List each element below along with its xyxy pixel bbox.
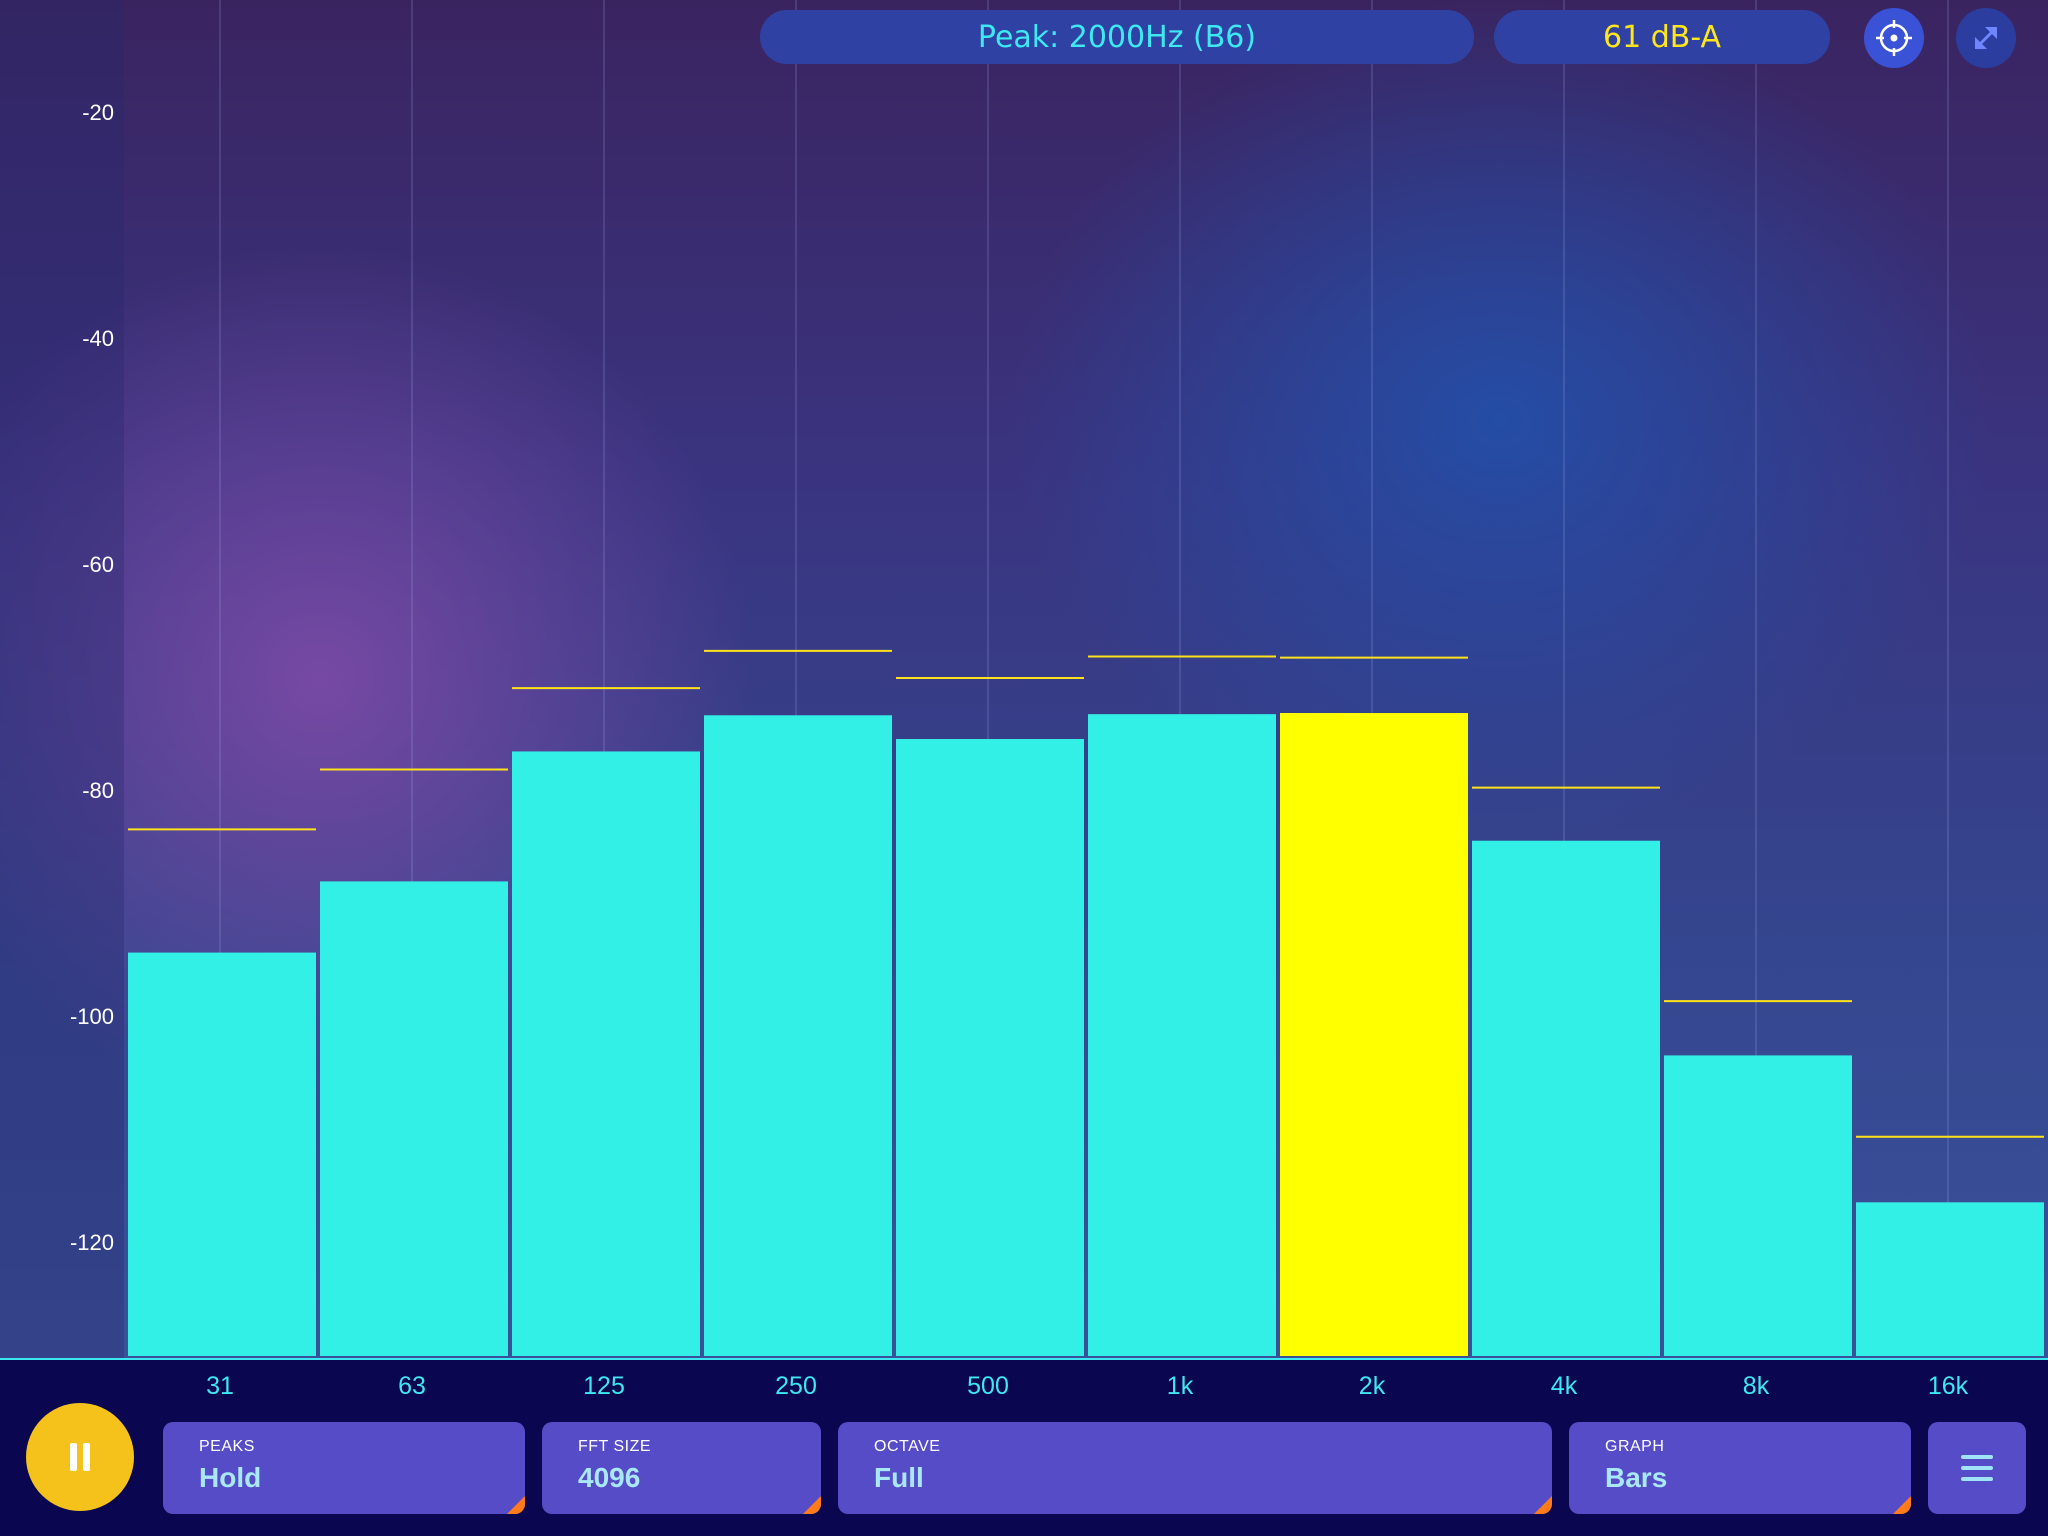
target-button[interactable] [1864,8,1924,68]
bar-4k [1472,840,1660,1356]
collapse-arrows-icon [1975,27,1997,49]
fft-size-selector[interactable]: FFT SIZE 4096 [542,1422,821,1514]
x-tick-label: 16k [1927,1372,1969,1400]
x-tick-label: 31 [206,1372,234,1400]
x-tick-label: 2k [1358,1372,1386,1400]
crosshair-icon [1876,20,1912,56]
sound-level-display[interactable]: 61 dB-A [1494,10,1830,64]
y-tick-label: -40 [82,326,114,351]
graph-value: Bars [1605,1462,1668,1493]
x-tick-label: 125 [583,1372,625,1400]
bar-1k [1088,714,1276,1356]
x-tick-label: 1k [1166,1372,1194,1400]
bar-2k [1280,713,1468,1356]
peaks-value: Hold [199,1462,262,1493]
y-tick-label: -120 [69,1230,114,1255]
peaks-caption: PEAKS [199,1438,255,1455]
dropdown-corner-icon [1534,1496,1552,1514]
bar-16k [1856,1202,2044,1356]
spectrum-bar-chart [0,0,2044,1358]
y-tick-label: -20 [82,100,114,125]
y-tick-label: -80 [82,778,114,803]
dropdown-corner-icon [1893,1496,1911,1514]
y-tick-label: -100 [69,1004,114,1029]
graph-selector[interactable]: GRAPH Bars [1569,1422,1911,1514]
octave-value: Full [874,1462,924,1493]
y-tick-label: -60 [82,552,114,577]
fft-size-caption: FFT SIZE [578,1438,652,1455]
octave-selector[interactable]: OCTAVE Full [838,1422,1552,1514]
graph-caption: GRAPH [1605,1438,1665,1455]
dropdown-corner-icon [803,1496,821,1514]
spectrum-plot: -20 -40 -60 -80 -100 -120 [0,0,2048,1358]
y-axis-strip [0,0,124,1358]
fft-size-value: 4096 [578,1462,641,1493]
x-tick-label: 4k [1550,1372,1578,1400]
x-tick-label: 250 [775,1372,817,1400]
menu-button[interactable] [1928,1422,2026,1514]
pause-button[interactable] [26,1403,134,1511]
bar-8k [1664,1055,1852,1356]
peak-frequency-display[interactable]: Peak: 2000Hz (B6) [760,10,1474,64]
x-tick-label: 63 [398,1372,426,1400]
hamburger-menu-icon [1961,1455,1993,1481]
bar-500 [896,739,1084,1356]
bar-125 [512,751,700,1356]
peaks-selector[interactable]: PEAKS Hold [163,1422,525,1514]
dropdown-corner-icon [507,1496,525,1514]
pause-icon [70,1443,90,1471]
bar-250 [704,715,892,1356]
expand-button[interactable] [1956,8,2016,68]
bar-31 [128,952,316,1356]
x-tick-label: 500 [967,1372,1009,1400]
bar-63 [320,881,508,1356]
x-tick-label: 8k [1742,1372,1770,1400]
octave-caption: OCTAVE [874,1438,941,1455]
